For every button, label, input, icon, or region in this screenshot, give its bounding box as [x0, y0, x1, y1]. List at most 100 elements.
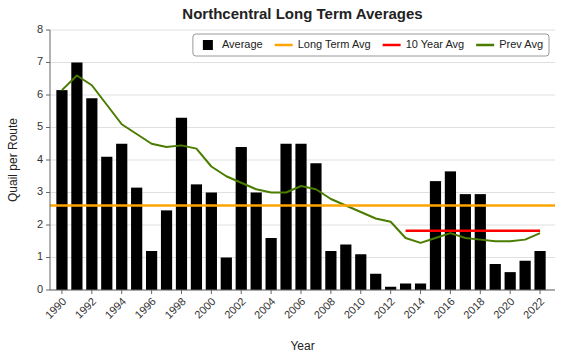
x-tick [211, 290, 212, 294]
chart: 0123456781990199219941996199820002002200… [0, 0, 569, 356]
x-tick [420, 290, 421, 294]
bar [86, 98, 97, 290]
bar [490, 264, 501, 290]
x-tick [510, 290, 511, 294]
x-tick-label: 2018 [461, 295, 487, 321]
bar [266, 238, 277, 290]
reference-line [406, 230, 540, 233]
x-tick [330, 290, 331, 294]
grid-line [50, 62, 555, 63]
legend-swatch [383, 44, 401, 47]
legend-label: 10 Year Avg [406, 38, 465, 50]
plot-area [50, 63, 555, 291]
legend-item: Long Term Avg [275, 38, 371, 50]
bar [56, 90, 67, 290]
x-tick [61, 290, 62, 294]
grid-line [50, 95, 555, 96]
bar-series [56, 63, 545, 291]
y-tick [46, 192, 50, 193]
axes: 0123456781990199219941996199820002002200… [37, 23, 555, 321]
x-axis-label: Year [290, 339, 314, 353]
x-tick-label: 2002 [222, 295, 248, 321]
legend-label: Average [222, 38, 263, 50]
x-tick-label: 1990 [43, 295, 69, 321]
reference-line [50, 204, 555, 207]
y-tick-label: 6 [37, 88, 43, 100]
bar [146, 251, 157, 290]
y-tick [46, 225, 50, 226]
x-axis-line [50, 290, 555, 291]
y-tick [46, 257, 50, 258]
y-tick [46, 127, 50, 128]
y-tick-label: 5 [37, 120, 43, 132]
bar [430, 181, 441, 290]
grid-line [50, 290, 555, 291]
y-tick-label: 3 [37, 185, 43, 197]
legend-item: 10 Year Avg [383, 38, 465, 50]
y-tick-label: 7 [37, 55, 43, 67]
legend-label: Long Term Avg [298, 38, 371, 50]
bar [161, 210, 172, 290]
x-tick [121, 290, 122, 294]
y-tick-label: 2 [37, 218, 43, 230]
y-tick-label: 8 [37, 23, 43, 35]
x-tick [181, 290, 182, 294]
y-tick-label: 0 [37, 283, 43, 295]
legend-item: Average [203, 38, 263, 50]
x-tick-label: 2006 [282, 295, 308, 321]
y-tick-label: 4 [37, 153, 43, 165]
bar [71, 63, 82, 291]
bar [101, 157, 112, 290]
bar [176, 118, 187, 290]
bar [280, 144, 291, 290]
bar [295, 144, 306, 290]
bar [325, 251, 336, 290]
y-tick [46, 95, 50, 96]
legend-label: Prev Avg [499, 38, 543, 50]
y-axis-label: Quail per Route [6, 118, 20, 202]
x-tick-label: 1996 [132, 295, 158, 321]
legend: Average Long Term Avg 10 Year Avg Prev Avg [193, 34, 549, 56]
x-tick-label: 2004 [252, 295, 278, 321]
legend-item: Prev Avg [476, 38, 543, 50]
x-tick [390, 290, 391, 294]
bar [251, 193, 262, 291]
bar [221, 258, 232, 291]
legend-swatch [476, 44, 494, 47]
bar [534, 251, 545, 290]
bar [340, 245, 351, 291]
x-tick [480, 290, 481, 294]
bar [460, 194, 471, 290]
x-tick [301, 290, 302, 294]
grid-line [50, 30, 555, 31]
x-tick-label: 2010 [341, 295, 367, 321]
x-tick-label: 1998 [162, 295, 188, 321]
x-tick-label: 2022 [521, 295, 547, 321]
y-tick [46, 30, 50, 31]
x-tick [271, 290, 272, 294]
y-tick [46, 290, 50, 291]
bar [355, 254, 366, 290]
bar [520, 261, 531, 290]
y-tick [46, 160, 50, 161]
x-tick [91, 290, 92, 294]
legend-swatch [275, 44, 293, 47]
bar [415, 284, 426, 291]
legend-swatch [203, 40, 213, 50]
x-tick [360, 290, 361, 294]
bar [475, 194, 486, 290]
bar [206, 193, 217, 291]
x-tick-label: 1992 [73, 295, 99, 321]
legend-box [193, 34, 549, 56]
bar [131, 188, 142, 290]
x-tick-label: 2012 [371, 295, 397, 321]
x-tick-label: 2008 [312, 295, 338, 321]
x-tick-label: 2020 [491, 295, 517, 321]
bar [116, 144, 127, 290]
x-tick [241, 290, 242, 294]
x-tick-label: 1994 [102, 295, 128, 321]
x-tick [450, 290, 451, 294]
x-tick-label: 2000 [192, 295, 218, 321]
bar [370, 274, 381, 290]
grid [50, 30, 555, 290]
